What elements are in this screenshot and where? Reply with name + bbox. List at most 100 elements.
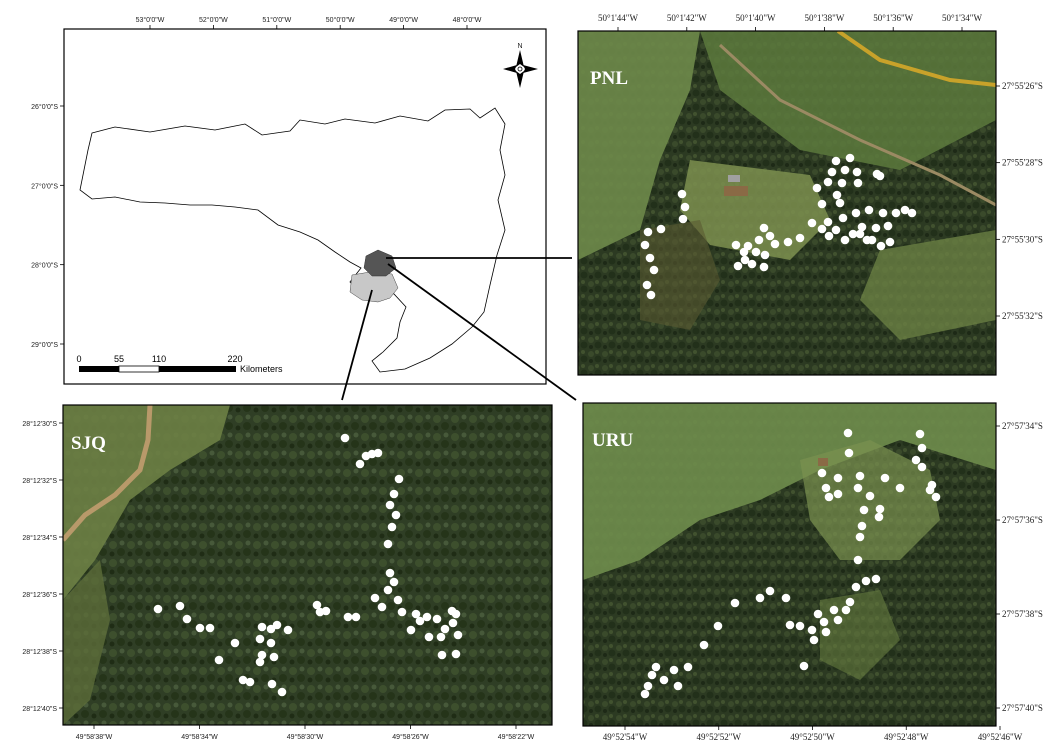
sample-point — [640, 240, 650, 250]
scale-number: 110 — [152, 354, 166, 364]
sample-point — [837, 178, 847, 188]
sample-point — [739, 247, 749, 257]
sample-point — [845, 597, 855, 607]
sample-point — [823, 217, 833, 227]
sample-point — [255, 657, 265, 667]
tick-label: 51°0'0"W — [262, 16, 291, 24]
uru-right-ticks: 27°57'34"S 27°57'36"S 27°57'38"S 27°57'40"S — [996, 421, 1043, 713]
sample-point — [432, 614, 442, 624]
tick-label: 27°55'26"S — [1002, 81, 1043, 91]
sample-point — [659, 675, 669, 685]
sample-point — [827, 167, 837, 177]
tick-label: 49°52'50"W — [790, 732, 835, 742]
tick-label: 28°12'40"S — [22, 705, 57, 713]
sample-point — [269, 652, 279, 662]
sample-point — [851, 582, 861, 592]
sample-point — [436, 632, 446, 642]
sample-point — [640, 689, 650, 699]
sample-point — [807, 625, 817, 635]
sample-point — [807, 218, 817, 228]
sample-point — [448, 618, 458, 628]
scale-number: 220 — [227, 354, 242, 364]
tick-label: 28°0'0"S — [31, 262, 58, 270]
sample-point — [255, 634, 265, 644]
sample-point — [340, 433, 350, 443]
sample-point — [642, 280, 652, 290]
sample-point — [857, 222, 867, 232]
sample-point — [377, 602, 387, 612]
sample-point — [855, 229, 865, 239]
sample-point — [833, 473, 843, 483]
sample-point — [669, 665, 679, 675]
tick-label: 27°57'38"S — [1002, 609, 1043, 619]
sample-point — [817, 468, 827, 478]
sample-point — [848, 229, 858, 239]
connector-lines — [341, 257, 577, 401]
sample-point — [813, 609, 823, 619]
tick-label: 49°52'54"W — [603, 732, 648, 742]
uru-bottom-ticks: 49°52'54"W 49°52'52"W 49°52'50"W 49°52'48"W… — [603, 726, 1023, 742]
sample-point — [730, 598, 740, 608]
tick-label: 49°58'30"W — [287, 733, 324, 741]
sample-point — [651, 662, 661, 672]
sample-point — [195, 623, 205, 633]
sample-point — [875, 504, 885, 514]
sample-point — [411, 609, 421, 619]
sample-point — [678, 214, 688, 224]
tick-label: 50°1'40"W — [736, 13, 776, 23]
sample-point — [809, 635, 819, 645]
sample-point — [272, 620, 282, 630]
sample-point — [759, 223, 769, 233]
sample-point — [673, 681, 683, 691]
sample-point — [733, 261, 743, 271]
tick-label: 52°0'0"W — [199, 16, 228, 24]
pnl-sample-points — [640, 153, 917, 300]
sample-point — [367, 449, 377, 459]
sample-point — [859, 505, 869, 515]
sample-point — [351, 612, 361, 622]
sample-point — [643, 227, 653, 237]
sample-point — [257, 622, 267, 632]
sample-point — [874, 512, 884, 522]
overview-top-ticks: 53°0'0"W 52°0'0"W 51°0'0"W 50°0'0"W 49°0'0"W… — [136, 16, 482, 29]
sample-point — [885, 237, 895, 247]
sample-point — [871, 574, 881, 584]
sample-point — [277, 687, 287, 697]
sample-point — [864, 205, 874, 215]
sample-point — [389, 577, 399, 587]
sample-point — [214, 655, 224, 665]
sample-point — [387, 522, 397, 532]
sample-point — [759, 262, 769, 272]
sample-point — [656, 224, 666, 234]
north-label: N — [517, 43, 522, 50]
sample-point — [238, 675, 248, 685]
sample-point — [883, 221, 893, 231]
sample-point — [266, 638, 276, 648]
sample-point — [440, 624, 450, 634]
sample-point — [821, 627, 831, 637]
uru-sample-points — [640, 428, 941, 699]
sample-point — [832, 190, 842, 200]
sample-point — [840, 235, 850, 245]
tick-label: 28°12'32"S — [22, 477, 57, 485]
sample-point — [851, 208, 861, 218]
tick-label: 50°1'42"W — [667, 13, 707, 23]
scale-bar — [79, 365, 236, 373]
sample-point — [835, 198, 845, 208]
pnl-right-ticks: 27°55'26"S 27°55'28"S 27°55'30"S 27°55'32"S — [996, 81, 1043, 321]
sample-point — [824, 231, 834, 241]
tick-label: 29°0'0"S — [31, 341, 58, 349]
tick-label: 50°1'34"W — [942, 13, 982, 23]
sample-point — [397, 607, 407, 617]
sjq-label: SJQ — [71, 433, 106, 454]
sample-point — [911, 455, 921, 465]
sample-point — [646, 290, 656, 300]
sample-point — [823, 177, 833, 187]
sample-point — [437, 650, 447, 660]
sample-point — [891, 208, 901, 218]
sample-point — [817, 224, 827, 234]
sample-point — [385, 500, 395, 510]
sample-point — [861, 576, 871, 586]
tick-label: 28°12'38"S — [22, 648, 57, 656]
